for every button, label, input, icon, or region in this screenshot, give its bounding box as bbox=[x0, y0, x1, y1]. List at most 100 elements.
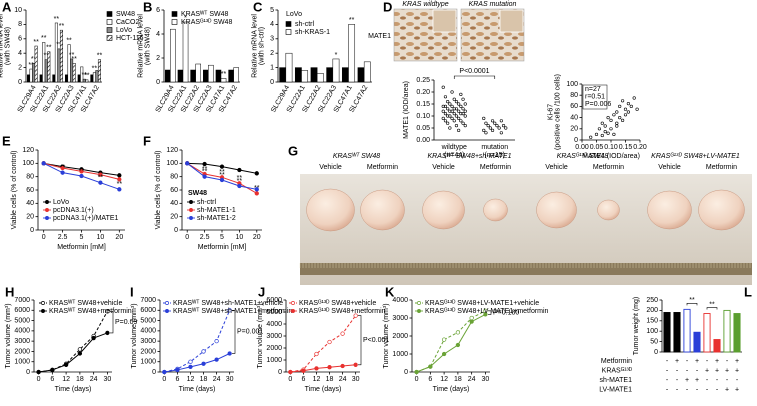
data-point bbox=[455, 342, 461, 348]
condition-mark: - bbox=[686, 386, 689, 393]
legend-swatch bbox=[171, 19, 178, 25]
condition-label: KRASᴳ¹³ᴰ bbox=[602, 367, 632, 374]
data-point bbox=[463, 123, 467, 128]
data-point bbox=[446, 99, 450, 104]
y-tick-label: 3000 bbox=[266, 333, 282, 340]
data-point bbox=[301, 368, 306, 373]
condition-label: sh-MATE1 bbox=[599, 377, 632, 384]
y-tick-label: 0.25 bbox=[416, 77, 430, 84]
y-axis-title: Tumor volume (mm³) bbox=[257, 303, 264, 368]
data-point bbox=[441, 109, 445, 113]
y-axis-title: Tumor weight (mg) bbox=[633, 297, 640, 355]
bar bbox=[95, 70, 99, 83]
data-point bbox=[495, 123, 499, 128]
panel-letter: C bbox=[253, 0, 263, 14]
x-tick-label: 0 bbox=[288, 376, 292, 383]
y-tick-label: 0 bbox=[18, 79, 22, 86]
data-point bbox=[450, 109, 454, 113]
y-tick-label: 3 bbox=[270, 36, 274, 43]
bar bbox=[92, 72, 96, 83]
bar bbox=[67, 44, 71, 83]
bar bbox=[182, 21, 189, 83]
y-tick-label: 0 bbox=[30, 227, 34, 234]
x-axis-title: Time (days) bbox=[179, 386, 216, 393]
y-tick-label: 0 bbox=[26, 369, 30, 376]
significance: ** bbox=[97, 53, 103, 60]
x-tick-label: 0.00 bbox=[575, 144, 589, 151]
image-label: KRAS wildtype bbox=[402, 1, 448, 8]
x-tick-label: 12 bbox=[187, 376, 195, 383]
y-axis-title: Relative mRNA level bbox=[0, 14, 4, 78]
data-point bbox=[454, 114, 459, 118]
x-tick-label: 0 bbox=[415, 376, 419, 383]
x-tick-label: 0 bbox=[185, 234, 189, 241]
y-tick-label: 150 bbox=[646, 318, 658, 325]
bar bbox=[713, 339, 721, 353]
data-point bbox=[117, 177, 122, 182]
data-point bbox=[606, 131, 610, 135]
y-tick-label: 3000 bbox=[14, 338, 30, 345]
x-axis-title: Time (days) bbox=[305, 386, 342, 393]
data-point bbox=[77, 347, 83, 352]
data-point bbox=[618, 104, 622, 108]
y-tick-label: 0.10 bbox=[416, 113, 430, 120]
data-point bbox=[214, 357, 219, 362]
data-point bbox=[117, 187, 122, 192]
significance: ** bbox=[71, 56, 77, 63]
bar bbox=[54, 22, 58, 83]
data-point bbox=[340, 331, 345, 336]
condition-mark: + bbox=[735, 367, 739, 374]
legend-label: KRASᴳ¹³ᴰ SW48+LV-MATE1+metformin bbox=[425, 308, 549, 315]
data-point bbox=[484, 131, 488, 135]
bar bbox=[703, 313, 711, 353]
data-point bbox=[327, 339, 332, 345]
p-value: P<0.001 bbox=[363, 337, 389, 344]
data-point bbox=[612, 113, 616, 117]
y-axis-title: Viable cells (% of control) bbox=[11, 151, 18, 230]
bar bbox=[29, 68, 33, 83]
significance: ** bbox=[237, 178, 243, 185]
y-tick-label: 200 bbox=[646, 307, 658, 314]
data-point bbox=[117, 173, 122, 178]
x-tick-label: 2.5 bbox=[200, 234, 210, 241]
bar bbox=[34, 45, 38, 83]
data-point bbox=[219, 177, 225, 183]
bar bbox=[341, 67, 349, 83]
data-point bbox=[227, 351, 232, 356]
chart-title: LoVo bbox=[286, 11, 302, 18]
condition-mark: - bbox=[686, 358, 689, 365]
x-tick-label: 6 bbox=[175, 376, 179, 383]
legend-marker bbox=[417, 309, 421, 313]
y-tick-label: 2 bbox=[18, 64, 22, 71]
data-point bbox=[497, 126, 501, 130]
y-tick-label: 0 bbox=[574, 137, 578, 144]
data-point bbox=[612, 132, 616, 136]
y-tick-label: 4 bbox=[18, 50, 22, 57]
condition-mark: - bbox=[666, 377, 669, 384]
data-point bbox=[214, 338, 219, 344]
data-point bbox=[454, 99, 459, 104]
x-tick-label: 12 bbox=[62, 376, 70, 383]
photo-label: Vehicle bbox=[545, 164, 568, 171]
data-point bbox=[36, 369, 41, 375]
significance: ** bbox=[82, 72, 88, 79]
tumor bbox=[306, 188, 355, 232]
y-tick-label: 3000 bbox=[392, 315, 408, 322]
y-tick-label: 120 bbox=[22, 147, 34, 154]
y-tick-label: 60 bbox=[26, 187, 34, 194]
data-point bbox=[441, 351, 447, 357]
data-point bbox=[79, 173, 84, 179]
bar bbox=[80, 66, 84, 83]
bar bbox=[85, 79, 89, 83]
data-point bbox=[455, 330, 461, 335]
bar bbox=[285, 52, 293, 83]
condition-mark: - bbox=[666, 358, 669, 365]
data-point bbox=[353, 313, 358, 318]
data-point bbox=[463, 114, 467, 118]
data-point bbox=[41, 161, 46, 166]
y-tick-label: 4 bbox=[270, 21, 274, 28]
data-point bbox=[50, 367, 55, 373]
series-line bbox=[164, 353, 230, 373]
y-tick-label: 0.15 bbox=[416, 101, 430, 108]
